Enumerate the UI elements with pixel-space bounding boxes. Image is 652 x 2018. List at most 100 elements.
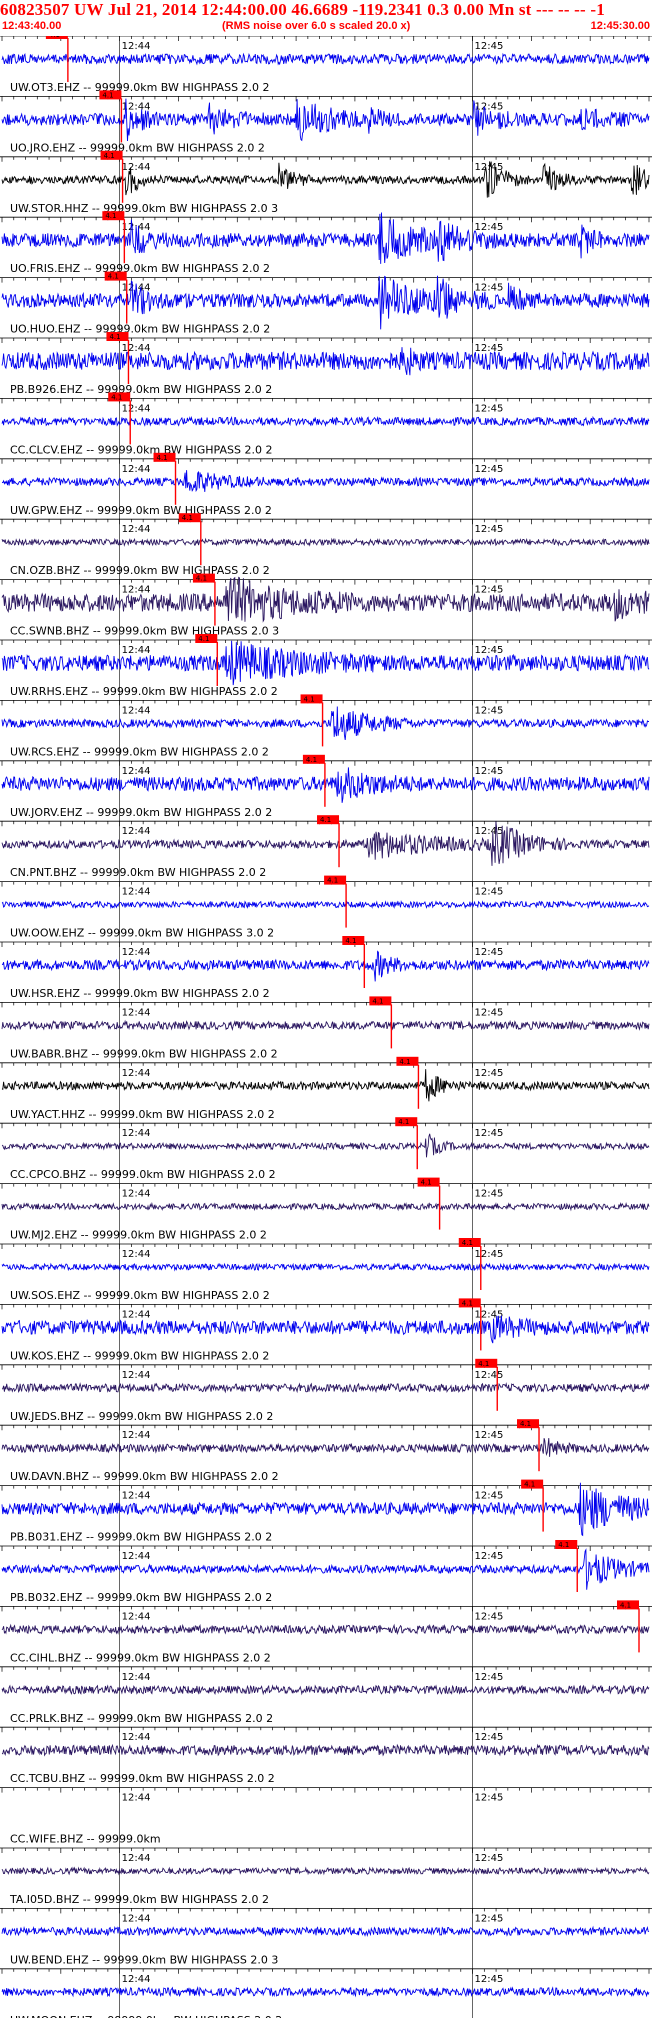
tick-label: 12:45: [475, 766, 504, 777]
tick-label: 12:45: [475, 1793, 504, 1804]
station-label: CC.TCBU.BHZ -- 99999.0km BW HIGHPASS 2.0…: [10, 1772, 275, 1785]
station-label: UW.STOR.HHZ -- 99999.0km BW HIGHPASS 2.0…: [10, 202, 278, 215]
pick-label: 4.1: [105, 212, 116, 220]
trace-row: 12:44 12:45 CC.TCBU.BHZ -- 99999.0km BW HI…: [0, 1726, 652, 1785]
waveform-trace: [1, 347, 650, 376]
tick-label: 12:44: [122, 1249, 151, 1260]
waveform-trace: [1, 1743, 650, 1757]
tick-label: 12:45: [475, 1309, 504, 1320]
pick-box: [192, 573, 215, 583]
trace-row: 12:44 12:45 UW.MOON.EHZ -- 99999.0km BW HI…: [0, 1968, 652, 2018]
trace-row: 12:44 12:45 4.1 UW.OOW.EHZ -- 99999.0km BW …: [0, 875, 652, 940]
tick-label: 12:45: [475, 1249, 504, 1260]
waveform-trace: [1, 52, 650, 66]
station-label: UW.JORV.EHZ -- 99999.0km BW HIGHPASS 2.0…: [10, 806, 272, 819]
tick-label: 12:45: [475, 524, 504, 535]
waveform-trace: [1, 1315, 650, 1344]
pick-label: 4.1: [421, 1179, 432, 1187]
tick-label: 12:44: [122, 1068, 151, 1079]
record-header: 60823507 UW Jul 21, 2014 12:44:00.00 46.…: [0, 0, 652, 40]
pick-label: 4.1: [462, 1239, 473, 1247]
waveform-trace: [1, 415, 650, 428]
station-label: UW.OOW.EHZ -- 99999.0km BW HIGHPASS 3.0 …: [10, 927, 274, 940]
pick-box: [102, 211, 125, 221]
station-label: UO.HUO.EHZ -- 99999.0km BW HIGHPASS 2.0 …: [10, 323, 270, 336]
waveform-trace: [1, 1482, 650, 1537]
pick-box: [300, 694, 323, 704]
tick-label: 12:44: [122, 1551, 151, 1562]
pick-box: [317, 815, 340, 825]
trace-row: 12:44 12:45 4.1 CN.PNT.BHZ -- 99999.0km BW …: [0, 815, 652, 879]
tick-label: 12:44: [122, 101, 151, 112]
pick-box: [324, 875, 347, 885]
waveform-trace: [1, 1201, 650, 1212]
trace-row: 12:44 12:45 4.1 UW.DAVN.BHZ -- 99999.0km BW…: [0, 1419, 652, 1483]
trace-row: 12:44 12:45 4.1 CC.CLCV.EHZ -- 99999.0km BW…: [0, 392, 652, 456]
waveform-trace: [1, 1986, 650, 1998]
scaling-note: (RMS noise over 6.0 s scaled 20.0 x): [222, 20, 411, 32]
station-label: UW.HSR.EHZ -- 99999.0km BW HIGHPASS 2.0 …: [10, 987, 270, 1000]
trace-row: 12:44 12:45 4.1 UW.GPW.EHZ -- 99999.0km BW …: [0, 452, 652, 517]
station-label: UW.RRHS.EHZ -- 99999.0km BW HIGHPASS 2.0…: [10, 685, 278, 698]
station-label: UW.YACT.HHZ -- 99999.0km BW HIGHPASS 2.0…: [10, 1108, 275, 1121]
tick-label: 12:44: [122, 464, 151, 475]
station-label: UW.RCS.EHZ -- 99999.0km BW HIGHPASS 2.0 …: [10, 745, 269, 758]
pick-label: 4.1: [198, 635, 209, 643]
waveform-trace: [1, 821, 650, 866]
pick-label: 4.1: [304, 695, 315, 703]
trace-row: 12:44 12:45 CC.PRLK.BHZ -- 99999.0km BW HI…: [0, 1666, 652, 1725]
pick-box: [369, 996, 392, 1006]
pick-box: [104, 271, 127, 281]
pick-label: 4.1: [520, 1420, 531, 1428]
tick-label: 12:45: [475, 1853, 504, 1864]
tick-label: 12:44: [122, 947, 151, 958]
pick-box: [517, 1419, 540, 1429]
pick-box: [302, 754, 325, 764]
tick-label: 12:45: [475, 403, 504, 414]
station-label: CC.SWNB.BHZ -- 99999.0km BW HIGHPASS 2.0…: [10, 625, 279, 638]
pick-label: 4.1: [327, 877, 338, 885]
trace-row: 12:44 12:45 4.1 UW.JEDS.BHZ -- 99999.0km BW…: [0, 1358, 652, 1423]
waveform-trace: [1, 899, 650, 910]
waveform-trace: [1, 1133, 650, 1158]
tick-label: 12:45: [475, 101, 504, 112]
pick-box: [153, 452, 176, 462]
tick-label: 12:45: [475, 1551, 504, 1562]
pick-box: [417, 1177, 440, 1187]
tick-label: 12:45: [475, 1732, 504, 1743]
pick-box: [617, 1600, 640, 1610]
trace-row: 12:44 12:454.1 UW.SOS.EHZ -- 99999.0km BW …: [0, 1238, 652, 1302]
waveform-trace: [1, 1019, 650, 1031]
trace-row: 12:44 12:45 4.1 UW.BABR.BHZ -- 99999.0km BW…: [0, 996, 652, 1060]
trace-row: 12:44 12:45 4.1 UO.JRO.EHZ -- 99999.0km BW …: [0, 90, 652, 154]
tick-label: 12:45: [475, 705, 504, 716]
waveform-trace: [1, 1382, 650, 1394]
pick-label: 4.1: [109, 333, 120, 341]
tick-label: 12:44: [122, 1430, 151, 1441]
station-label: UW.GPW.EHZ -- 99999.0km BW HIGHPASS 2.0 …: [10, 504, 272, 517]
pick-label: 4.1: [157, 454, 168, 462]
tick-label: 12:44: [122, 524, 151, 535]
pick-box: [475, 1358, 498, 1368]
station-label: CC.WIFE.BHZ -- 99999.0km: [10, 1833, 161, 1846]
tick-label: 12:44: [122, 1491, 151, 1502]
tick-label: 12:44: [122, 1672, 151, 1683]
record-title: 60823507 UW Jul 21, 2014 12:44:00.00 46.…: [0, 0, 605, 19]
waveform-trace: [1, 98, 650, 142]
pick-label: 4.1: [372, 997, 383, 1005]
station-label: UO.JRO.EHZ -- 99999.0km BW HIGHPASS 2.0 …: [10, 141, 265, 154]
trace-row: 12:44 12:45 4.1 UW.HSR.EHZ -- 99999.0km BW …: [0, 936, 652, 1000]
tick-label: 12:44: [122, 1974, 151, 1985]
tick-label: 12:45: [475, 41, 504, 52]
waveform-trace: [1, 275, 650, 330]
pick-box: [396, 1056, 419, 1066]
pick-label: 4.1: [196, 575, 207, 583]
trace-row: 12:44 12:45 4.1 PB.B926.EHZ -- 99999.0km BW…: [0, 332, 652, 396]
tick-label: 12:45: [475, 222, 504, 233]
station-label: UW.BABR.BHZ -- 99999.0km BW HIGHPASS 2.0…: [10, 1047, 278, 1060]
tick-label: 12:45: [475, 1974, 504, 1985]
pick-label: 4.1: [345, 937, 356, 945]
tick-label: 12:44: [122, 1732, 151, 1743]
waveform-trace: [1, 161, 650, 198]
pick-label: 4.1: [182, 514, 193, 522]
